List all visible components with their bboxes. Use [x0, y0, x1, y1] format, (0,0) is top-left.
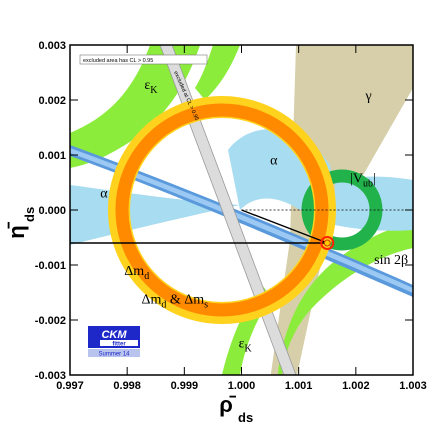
apex-marker-outer: [320, 236, 335, 250]
region-label--md: Δmd: [124, 264, 149, 282]
y-tick-label: 0.001: [38, 150, 66, 162]
epsilonk-upper-region: [70, 45, 200, 168]
excluded-area-note-text: excluded area has CL > 0.95: [83, 58, 153, 64]
y-axis-label-sub: ds: [22, 207, 37, 222]
epsilonk-lower-region: [220, 222, 413, 375]
ckm-logo-summer-bg: [88, 349, 140, 357]
x-tick-label: 1.002: [342, 380, 370, 392]
plot-area: [70, 45, 413, 375]
vub-ring: [301, 169, 383, 251]
y-tick-label: -0.001: [35, 260, 66, 272]
x-tick-label: 0.999: [171, 380, 199, 392]
y-axis-label-main: η̄: [4, 221, 29, 238]
x-axis-label-main: ρ̄: [219, 392, 237, 417]
y-axis-label: η̄ ds: [4, 207, 37, 239]
y-ticks: 0.003 0.002 0.001 0.000 -0.001 -0.002 -0.003: [35, 40, 413, 382]
region-label--: α: [270, 153, 278, 168]
ckm-logo-line3: Summer 14: [98, 352, 130, 358]
x-axis-label: ρ̄ ds: [219, 392, 253, 425]
x-tick-label: 1.003: [399, 380, 427, 392]
y-tick-label: 0.003: [38, 40, 66, 52]
region-labels: εK εK γ α α |Vub| sin 2β Δmd Δmd & Δms: [100, 78, 408, 355]
x-ticks: 0.997 0.998 0.999 1.000 1.001 1.002 1.003: [56, 45, 427, 392]
x-tick-label: 1.000: [228, 380, 256, 392]
y-tick-label: 0.000: [38, 205, 66, 217]
excluded-area-note: excluded area has CL > 0.95: [79, 54, 208, 65]
y-tick-label: 0.002: [38, 95, 66, 107]
region-label--k-lower: εK: [239, 337, 253, 355]
ckmfitter-logo: CKM fitter Summer 14: [88, 326, 140, 358]
region-label--vub-: |Vub|: [350, 172, 376, 190]
region-label--k: εK: [144, 78, 158, 96]
ckm-logo-fitter-bg: [100, 340, 138, 346]
region-label-sin2-: sin 2β: [374, 253, 408, 268]
apex-marker-inner: [323, 239, 331, 247]
ckm-logo-line1: CKM: [101, 329, 127, 341]
ckm-logo-line2: fitter: [112, 342, 126, 348]
region-label--left: α: [100, 186, 108, 201]
y-tick-label: -0.003: [35, 370, 66, 382]
x-tick-label: 1.001: [285, 380, 313, 392]
x-axis-label-sub: ds: [238, 410, 253, 425]
excluded-band: [159, 45, 297, 375]
sin2beta-band-inner: [70, 148, 413, 293]
x-tick-label: 0.997: [56, 380, 84, 392]
x-tick-label: 0.998: [113, 380, 141, 392]
region-label--md-ms: Δmd & Δms: [141, 293, 208, 311]
region-label--: γ: [365, 89, 372, 104]
unitarity-triangle: [70, 209, 328, 244]
y-tick-label: -0.002: [35, 315, 66, 327]
epsilonk-upper-band2: [195, 45, 240, 100]
